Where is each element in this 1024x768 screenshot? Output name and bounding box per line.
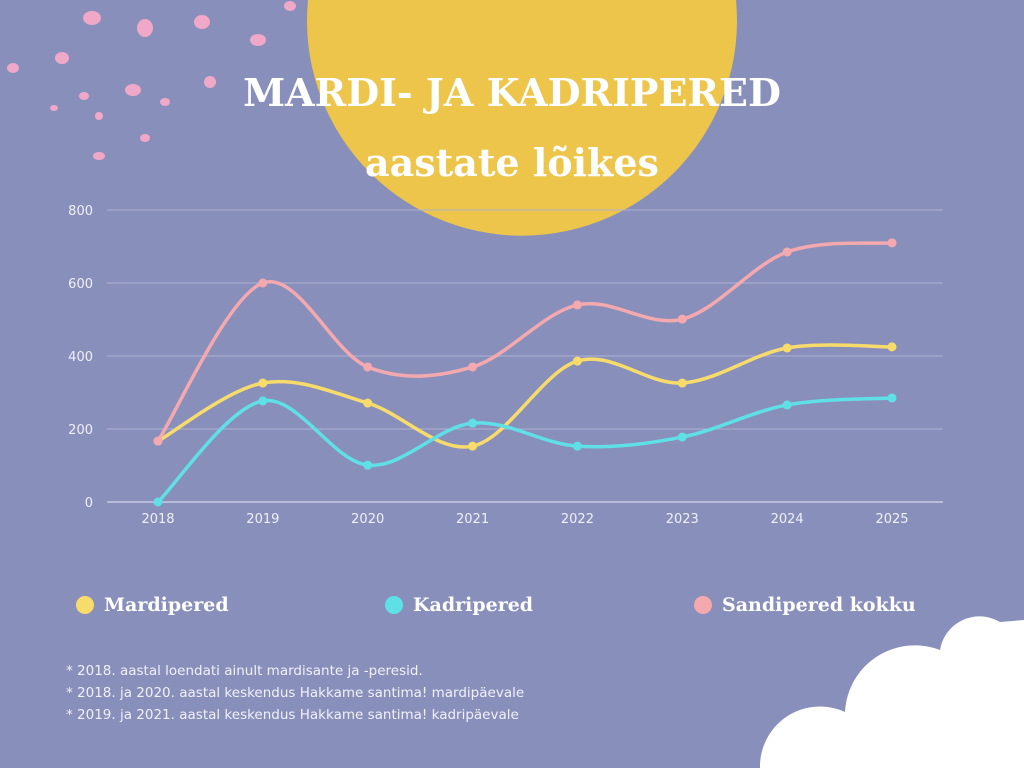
chart-title: MARDI- JA KADRIPERED <box>243 70 781 115</box>
x-tick-label: 2019 <box>246 512 279 527</box>
data-point <box>363 460 373 470</box>
data-point <box>468 362 478 372</box>
data-point <box>258 278 268 288</box>
data-point <box>887 342 897 352</box>
data-point <box>468 418 478 428</box>
legend-label: Sandipered kokku <box>722 594 916 616</box>
footnotes: * 2018. aastal loendati ainult mardisant… <box>66 660 524 726</box>
data-point <box>153 497 163 507</box>
y-tick-label: 0 <box>85 496 93 511</box>
legend-label: Kadripered <box>413 594 534 616</box>
data-point <box>363 362 373 372</box>
chart-subtitle: aastate lõikes <box>365 140 659 185</box>
data-point <box>887 393 897 403</box>
data-point <box>782 343 792 353</box>
footnote: * 2019. ja 2021. aastal keskendus Hakkam… <box>66 707 519 723</box>
x-tick-label: 2020 <box>351 512 384 527</box>
y-tick-label: 400 <box>68 350 93 365</box>
x-tick-label: 2022 <box>561 512 594 527</box>
data-point <box>677 314 687 324</box>
legend-swatch <box>694 596 712 614</box>
x-tick-label: 2024 <box>771 512 804 527</box>
x-tick-label: 2021 <box>456 512 489 527</box>
y-tick-label: 800 <box>68 204 93 219</box>
legend-swatch <box>76 596 94 614</box>
data-point <box>782 247 792 257</box>
data-point <box>153 436 163 446</box>
y-tick-label: 200 <box>68 423 93 438</box>
data-point <box>887 238 897 248</box>
data-point <box>677 378 687 388</box>
legend-swatch <box>385 596 403 614</box>
series-line-mardipered <box>156 343 894 449</box>
sun-shape <box>307 0 737 236</box>
data-point <box>468 441 478 451</box>
series-line-kadripered <box>156 396 894 504</box>
x-tick-label: 2023 <box>666 512 699 527</box>
data-point <box>572 356 582 366</box>
data-point <box>572 300 582 310</box>
legend-item-kadripered: Kadripered <box>385 594 533 616</box>
y-tick-label: 600 <box>68 277 93 292</box>
legend-item-sandipered-kokku: Sandipered kokku <box>694 594 916 616</box>
series-line-sandipered-kokku <box>156 241 894 443</box>
data-point <box>782 400 792 410</box>
pink-dots <box>7 1 296 160</box>
data-point <box>258 396 268 406</box>
legend-label: Mardipered <box>104 594 229 616</box>
data-point <box>363 398 373 408</box>
data-point <box>677 432 687 442</box>
x-tick-label: 2025 <box>875 512 908 527</box>
data-point <box>572 441 582 451</box>
footnote: * 2018. ja 2020. aastal keskendus Hakkam… <box>66 685 525 701</box>
cloud-shape <box>759 616 1024 768</box>
legend-item-mardipered: Mardipered <box>76 594 229 616</box>
data-point <box>258 378 268 388</box>
x-tick-label: 2018 <box>141 512 174 527</box>
footnote: * 2018. aastal loendati ainult mardisant… <box>66 663 423 679</box>
